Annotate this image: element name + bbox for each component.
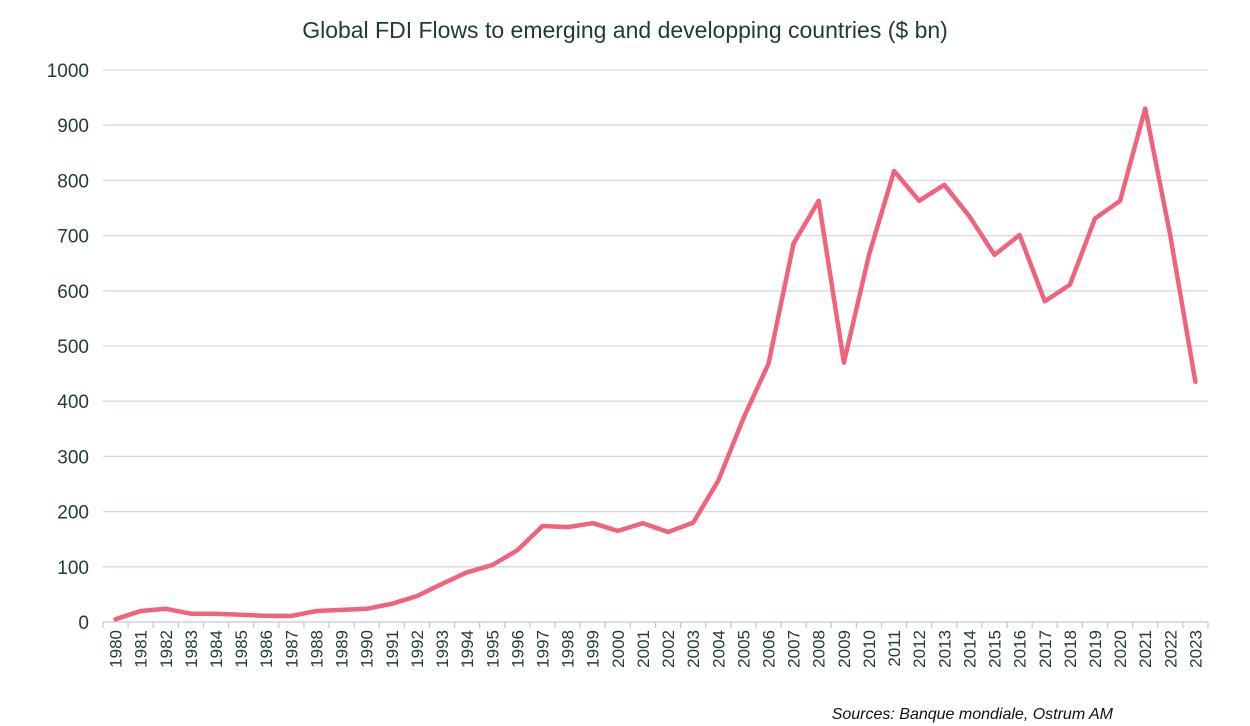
y-tick-label: 700: [57, 227, 89, 248]
x-tick-label: 1983: [182, 630, 201, 668]
x-tick-label: 1996: [508, 630, 527, 668]
x-tick-label: 2010: [860, 630, 879, 668]
y-tick-label: 500: [57, 337, 89, 358]
x-tick-label: 2000: [609, 630, 628, 668]
x-tick-label: 1987: [282, 630, 301, 668]
x-tick-label: 1984: [207, 630, 226, 668]
x-tick-label: 1986: [257, 630, 276, 668]
x-tick-label: 1998: [559, 630, 578, 668]
x-tick-label: 1988: [307, 630, 326, 668]
x-tick-label: 2006: [760, 630, 779, 668]
x-tick-label: 2018: [1061, 630, 1080, 668]
x-tick-label: 1980: [107, 630, 126, 668]
y-tick-label: 300: [57, 447, 89, 468]
x-tick-label: 1991: [383, 630, 402, 668]
y-axis-ticks: 0 100 200 300 400 500 600 700 800 900 1000: [47, 61, 89, 634]
x-tick-label: 1992: [408, 630, 427, 668]
x-tick-label: 1995: [483, 630, 502, 668]
x-tick-label: 2001: [634, 630, 653, 668]
series-line-global-fdi: [113, 106, 1198, 622]
source-note: Sources: Banque mondiale, Ostrum AM: [832, 706, 1114, 723]
x-tick-label: 2003: [684, 630, 703, 668]
y-tick-label: 100: [57, 558, 89, 579]
x-tick-label: 1994: [458, 630, 477, 668]
x-tick-label: 2007: [785, 630, 804, 668]
x-axis-ticks: 1980 1981 1982 1983 1984 1985 1986 1987 1988 1989…: [107, 630, 1206, 668]
x-tick-label: 2020: [1111, 630, 1130, 668]
x-tick-label: 2014: [960, 630, 979, 668]
x-tick-label: 1981: [132, 630, 151, 668]
x-tick-label: 2009: [835, 630, 854, 668]
x-tick-label: 2016: [1011, 630, 1030, 668]
x-tick-label: 1982: [157, 630, 176, 668]
x-tick-label: 2019: [1086, 630, 1105, 668]
grid: [102, 69, 1209, 628]
chart-title: Global FDI Flows to emerging and develop…: [302, 17, 948, 43]
x-tick-label: 1999: [584, 630, 603, 668]
x-tick-label: 2011: [885, 630, 904, 667]
y-tick-label: 400: [57, 392, 89, 413]
y-tick-label: 200: [57, 503, 89, 524]
y-tick-label: 0: [78, 613, 89, 634]
x-tick-label: 1989: [333, 630, 352, 668]
y-tick-label: 1000: [47, 61, 89, 82]
x-tick-label: 2022: [1161, 630, 1180, 668]
x-tick-label: 1993: [433, 630, 452, 668]
x-tick-label: 1990: [358, 630, 377, 668]
x-tick-label: 2012: [910, 630, 929, 668]
x-tick-label: 1985: [232, 630, 251, 668]
x-tick-label: 2008: [810, 630, 829, 668]
x-tick-label: 2002: [659, 630, 678, 668]
y-tick-label: 900: [57, 116, 89, 137]
x-tick-label: 2017: [1036, 630, 1055, 668]
x-tick-label: 2013: [935, 630, 954, 668]
y-tick-label: 800: [57, 171, 89, 192]
y-tick-label: 600: [57, 282, 89, 303]
x-tick-label: 2004: [709, 630, 728, 668]
x-tick-label: 1997: [533, 630, 552, 668]
x-tick-label: 2005: [734, 630, 753, 668]
x-tick-label: 2015: [986, 630, 1005, 668]
x-tick-label: 2021: [1136, 630, 1155, 668]
x-tick-label: 2023: [1186, 630, 1205, 668]
